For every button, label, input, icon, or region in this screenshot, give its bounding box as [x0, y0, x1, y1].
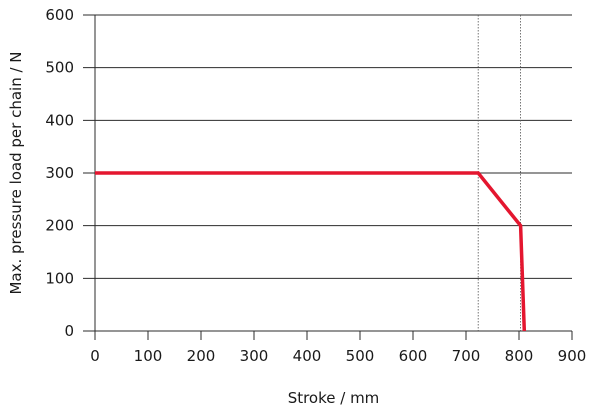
x-tick-label: 600	[399, 347, 428, 365]
y-tick-label: 200	[45, 217, 74, 235]
x-tick-label: 900	[558, 347, 587, 365]
x-tick-label: 100	[134, 347, 163, 365]
x-tick-label: 400	[293, 347, 322, 365]
y-tick-label: 400	[45, 111, 74, 129]
x-tick-label: 700	[452, 347, 481, 365]
x-axis-title: Stroke / mm	[288, 389, 380, 407]
y-tick-label: 0	[64, 322, 74, 340]
x-tick-label: 200	[187, 347, 216, 365]
x-tick-label: 800	[505, 347, 534, 365]
x-axis-ticks: 0 100 200 300 400 500 600 700 800 900	[90, 331, 586, 365]
y-axis-ticks: 0 100 200 300 400 500 600	[45, 6, 74, 340]
y-tick-label: 500	[45, 59, 74, 77]
y-axis-title: Max. pressure load per chain / N	[7, 51, 25, 294]
y-tick-label: 300	[45, 164, 74, 182]
x-tick-label: 0	[90, 347, 100, 365]
y-tick-label: 600	[45, 6, 74, 24]
x-tick-label: 500	[346, 347, 375, 365]
y-tick-label: 100	[45, 269, 74, 287]
series-line	[95, 171, 527, 332]
x-tick-label: 300	[240, 347, 269, 365]
series-layer	[95, 171, 527, 332]
